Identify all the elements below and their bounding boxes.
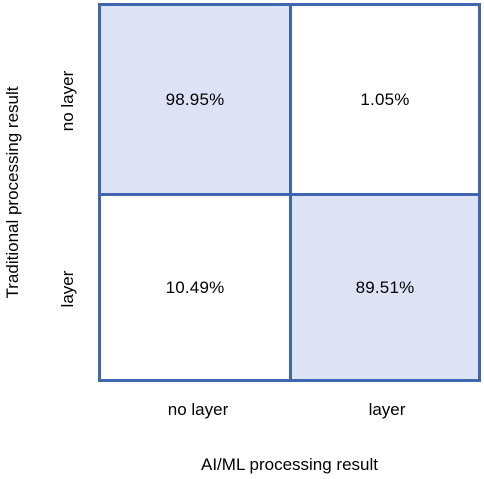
cell-layer-layer: 89.51% xyxy=(292,196,478,379)
cell-value-label: 89.51% xyxy=(355,277,415,297)
matrix-grid: 98.95% 1.05% 10.49% 89.51% xyxy=(98,3,481,382)
cell-value-label: 10.49% xyxy=(165,277,225,297)
cell-no-layer-layer: 1.05% xyxy=(292,6,478,193)
x-axis-title: AI/ML processing result xyxy=(201,455,378,474)
y-tick-label-layer: layer xyxy=(58,270,77,308)
x-tick-label-no-layer: no layer xyxy=(167,400,229,419)
vertical-divider xyxy=(289,6,292,379)
x-tick-label-layer: layer xyxy=(368,400,406,419)
y-tick-label-no-layer: no layer xyxy=(58,70,77,132)
y-axis-title: Traditional processing result xyxy=(3,86,22,299)
cell-value-label: 1.05% xyxy=(360,89,410,109)
cell-layer-no-layer: 10.49% xyxy=(101,196,289,379)
cell-no-layer-no-layer: 98.95% xyxy=(101,6,289,193)
horizontal-divider xyxy=(101,193,478,196)
cell-value-label: 98.95% xyxy=(165,89,225,109)
